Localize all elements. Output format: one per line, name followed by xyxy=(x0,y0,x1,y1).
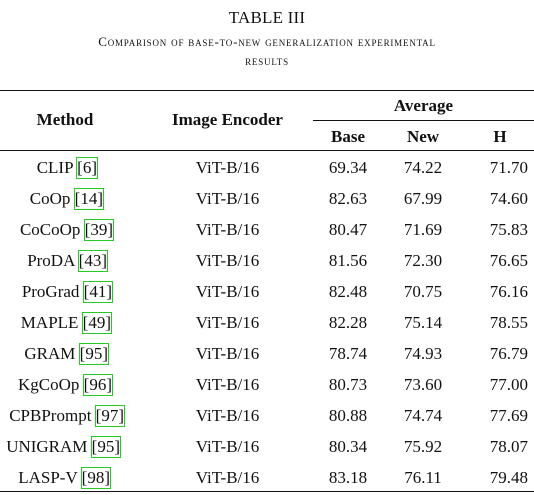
new-cell: 76.11 xyxy=(404,468,442,487)
header-bottom-rule xyxy=(0,150,534,151)
method-cell: CPBPrompt [97] xyxy=(0,405,126,427)
method-cell: KgCoOp [96] xyxy=(0,374,114,396)
caption-line-1: Comparison of base-to-new generalization… xyxy=(98,34,436,49)
h-cell: 79.48 xyxy=(489,468,528,487)
new-cell: 74.22 xyxy=(403,158,443,177)
method-cell: MAPLE [49] xyxy=(0,312,113,334)
base-cell: 82.28 xyxy=(328,313,368,332)
base-cell: 82.48 xyxy=(328,282,368,301)
citation-ref: [95] xyxy=(78,343,110,365)
method-cell: CoOp [14] xyxy=(0,188,105,210)
citation-ref: [98] xyxy=(80,467,112,489)
citation-ref: [6] xyxy=(76,157,98,179)
citation-ref: [14] xyxy=(73,188,105,210)
h-cell: 77.00 xyxy=(489,375,528,394)
base-cell: 78.74 xyxy=(328,344,368,363)
h-cell: 75.83 xyxy=(489,220,528,239)
h-cell: 76.16 xyxy=(489,282,528,301)
header-h: H xyxy=(493,127,507,146)
new-cell: 74.93 xyxy=(403,344,443,363)
base-cell: 81.56 xyxy=(328,251,368,270)
base-cell: 69.34 xyxy=(328,158,368,177)
encoder-cell: ViT-B/16 xyxy=(195,344,260,363)
method-name: KgCoOp xyxy=(18,375,80,394)
h-cell: 78.07 xyxy=(489,437,528,456)
table-number: TABLE III xyxy=(228,8,306,27)
encoder-cell: ViT-B/16 xyxy=(195,375,260,394)
citation-ref: [96] xyxy=(82,374,114,396)
base-cell: 83.18 xyxy=(328,468,368,487)
method-name: MAPLE xyxy=(20,313,79,332)
base-cell: 80.88 xyxy=(328,406,368,425)
new-cell: 75.14 xyxy=(403,313,443,332)
header-image-encoder: Image Encoder xyxy=(172,110,283,129)
header-base: Base xyxy=(331,127,365,146)
method-name: LASP-V xyxy=(18,468,78,487)
caption-line-2: results xyxy=(245,53,289,68)
table-caption: Comparison of base-to-new generalization… xyxy=(0,32,534,70)
base-cell: 80.34 xyxy=(328,437,368,456)
citation-ref: [39] xyxy=(83,219,115,241)
citation-ref: [95] xyxy=(90,436,122,458)
encoder-cell: ViT-B/16 xyxy=(195,158,260,177)
method-name: UNIGRAM xyxy=(6,437,88,456)
base-cell: 80.47 xyxy=(328,220,368,239)
encoder-cell: ViT-B/16 xyxy=(195,313,260,332)
citation-ref: [49] xyxy=(81,312,113,334)
h-cell: 77.69 xyxy=(489,406,528,425)
h-cell: 76.79 xyxy=(489,344,528,363)
top-rule xyxy=(0,90,534,91)
header-new: New xyxy=(406,127,440,146)
base-cell: 80.73 xyxy=(328,375,368,394)
citation-ref: [43] xyxy=(77,250,109,272)
citation-ref: [41] xyxy=(82,281,114,303)
method-name: CoOp xyxy=(29,189,71,208)
method-name: CoCoOp xyxy=(19,220,81,239)
method-cell: LASP-V [98] xyxy=(0,467,112,489)
citation-ref: [97] xyxy=(94,405,126,427)
new-cell: 75.92 xyxy=(403,437,443,456)
h-cell: 76.65 xyxy=(489,251,528,270)
method-cell: CoCoOp [39] xyxy=(0,219,115,241)
new-cell: 72.30 xyxy=(403,251,443,270)
average-group-rule xyxy=(313,120,534,121)
method-name: GRAM xyxy=(24,344,76,363)
encoder-cell: ViT-B/16 xyxy=(195,189,260,208)
encoder-cell: ViT-B/16 xyxy=(195,406,260,425)
encoder-cell: ViT-B/16 xyxy=(195,282,260,301)
h-cell: 71.70 xyxy=(489,158,528,177)
method-name: CLIP xyxy=(36,158,73,177)
h-cell: 74.60 xyxy=(489,189,528,208)
encoder-cell: ViT-B/16 xyxy=(195,220,260,239)
new-cell: 74.74 xyxy=(403,406,443,425)
h-cell: 78.55 xyxy=(489,313,528,332)
header-average: Average xyxy=(393,96,454,115)
method-cell: GRAM [95] xyxy=(0,343,110,365)
method-cell: ProDA [43] xyxy=(0,250,109,272)
header-method: Method xyxy=(36,110,94,129)
method-cell: CLIP [6] xyxy=(0,157,98,179)
method-name: CPBPrompt xyxy=(9,406,92,425)
encoder-cell: ViT-B/16 xyxy=(195,437,260,456)
encoder-cell: ViT-B/16 xyxy=(195,251,260,270)
method-cell: UNIGRAM [95] xyxy=(0,436,122,458)
method-cell: ProGrad [41] xyxy=(0,281,114,303)
method-name: ProGrad xyxy=(21,282,80,301)
bottom-rule xyxy=(0,491,534,492)
encoder-cell: ViT-B/16 xyxy=(195,468,260,487)
new-cell: 71.69 xyxy=(403,220,443,239)
method-name: ProDA xyxy=(27,251,75,270)
new-cell: 73.60 xyxy=(403,375,443,394)
base-cell: 82.63 xyxy=(328,189,368,208)
new-cell: 70.75 xyxy=(403,282,443,301)
new-cell: 67.99 xyxy=(403,189,443,208)
